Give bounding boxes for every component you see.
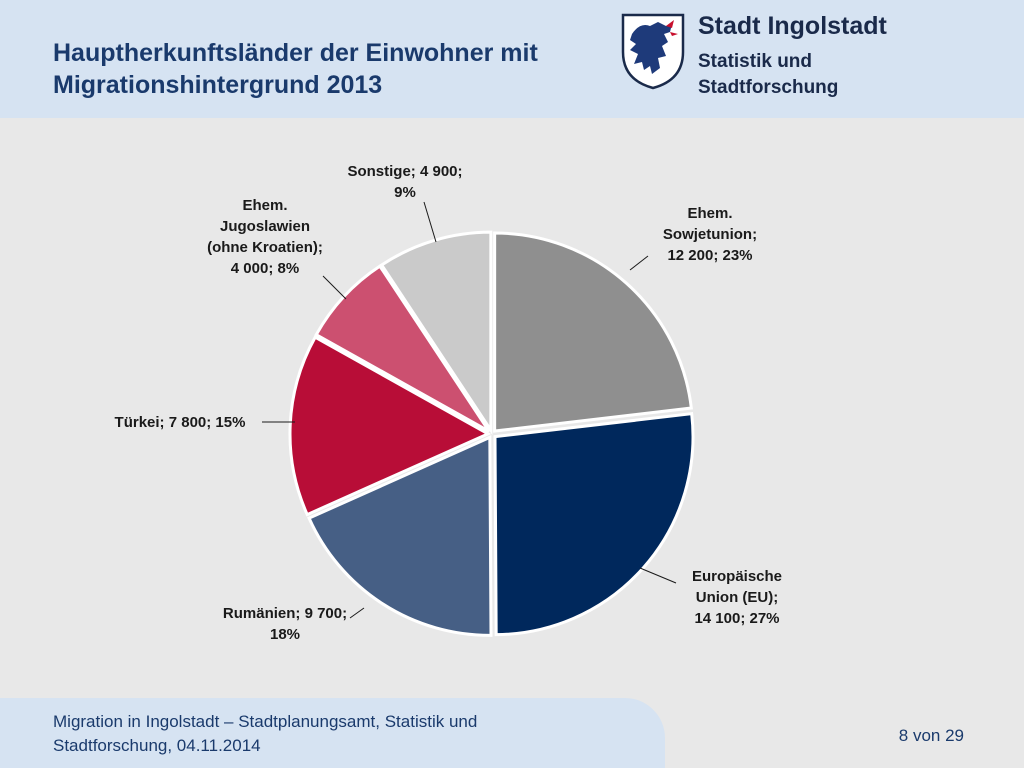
- title-line-2: Migrationshintergrund 2013: [53, 71, 383, 99]
- title-line-1: Hauptherkunftsländer der Einwohner mit: [53, 39, 538, 67]
- slice-label-line: Union (EU);: [696, 589, 778, 606]
- slice-label-line: 12 200; 23%: [667, 247, 752, 264]
- org-sub-line-1: Statistik und: [698, 51, 813, 72]
- slice-label-4: Ehem. Jugoslawien (ohne Kroatien); 4 000; 8…: [207, 197, 323, 277]
- footer-line-1: Migration in Ingolstadt – Stadtplanungsa…: [53, 712, 478, 731]
- org-sub-line-2: Stadtforschung: [698, 77, 839, 98]
- pie-slice-3: [288, 335, 492, 517]
- slice-label-5: Sonstige; 4 900; 9%: [347, 163, 462, 201]
- slice-label-line: Sowjetunion;: [663, 226, 757, 243]
- slice-label-3: Türkei; 7 800; 15%: [115, 414, 246, 431]
- page-title: Hauptherkunftsländer der Einwohner mit M…: [53, 37, 623, 101]
- pie-slice-0: [493, 231, 693, 433]
- leader-line-0: [629, 255, 649, 271]
- slice-label-line: 14 100; 27%: [694, 610, 779, 627]
- slice-label-1: Europäische Union (EU); 14 100; 27%: [692, 568, 782, 627]
- slice-label-line: Türkei; 7 800; 15%: [115, 414, 246, 431]
- slice-label-line: 9%: [394, 184, 416, 201]
- slice-label-0: Ehem. Sowjetunion; 12 200; 23%: [663, 205, 757, 264]
- org-name: Stadt Ingolstadt: [698, 12, 887, 40]
- slice-label-line: Sonstige; 4 900;: [347, 163, 462, 180]
- slice-label-line: Rumänien; 9 700;: [223, 605, 347, 622]
- slice-label-line: (ohne Kroatien);: [207, 239, 323, 256]
- leader-line-4: [322, 275, 347, 300]
- slice-label-line: Europäische: [692, 568, 782, 585]
- footer-line-2: Stadtforschung, 04.11.2014: [53, 736, 261, 755]
- org-subtitle: Statistik und Stadtforschung: [698, 49, 898, 101]
- pie-slice-1: [493, 412, 695, 637]
- footer-text: Migration in Ingolstadt – Stadtplanungsa…: [53, 710, 613, 758]
- slice-label-line: 18%: [270, 626, 300, 643]
- slice-label-line: Ehem.: [242, 197, 287, 214]
- pie-chart: Ehem. Sowjetunion; 12 200; 23% Europäische U…: [115, 163, 782, 643]
- pie-slice-2: [307, 435, 493, 637]
- leader-line-5: [423, 201, 437, 243]
- slice-label-2: Rumänien; 9 700; 18%: [223, 605, 347, 643]
- slice-label-line: Ehem.: [687, 205, 732, 222]
- slice-label-line: Jugoslawien: [220, 218, 310, 235]
- slice-label-line: 4 000; 8%: [231, 260, 299, 277]
- pie-slice-5: [379, 230, 493, 436]
- header-bar: [0, 0, 1024, 118]
- leader-line-2: [349, 607, 365, 619]
- city-crest-icon: [621, 13, 685, 90]
- leader-line-1: [639, 567, 677, 584]
- footer-box: [0, 698, 665, 768]
- page-number: 8 von 29: [898, 726, 964, 745]
